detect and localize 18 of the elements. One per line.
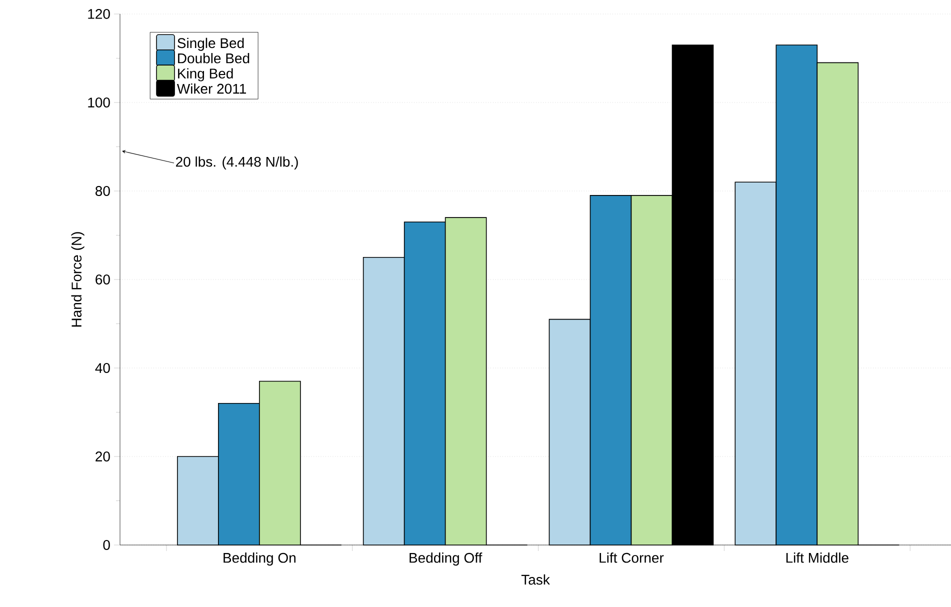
legend-label: Wiker 2011 [176, 83, 246, 94]
legend-label: Double Bed [178, 53, 250, 64]
x-axis-title: Task [521, 574, 550, 585]
y-tick-label: 60 [96, 274, 110, 284]
x-tick-label: Bedding Off [410, 552, 482, 566]
y-tick-label: 0 [103, 540, 110, 550]
x-tick-label: Lift Middle [786, 552, 848, 563]
y-tick-label: 20 [96, 452, 110, 462]
legend-label: Single Bed [178, 38, 244, 51]
x-tick-label: Lift Corner [600, 552, 664, 563]
y-tick-label: 100 [88, 98, 110, 108]
y-tick-label: 80 [96, 186, 110, 196]
y-axis-title: Hand Force (N) [71, 232, 84, 327]
y-tick-label: 120 [88, 9, 110, 19]
legend-label: King Bed [178, 68, 233, 82]
y-tick-label: 40 [95, 363, 110, 373]
annotation: 20 lbs. (4.448 N/lb.) [176, 156, 298, 170]
x-tick-label: Bedding On [224, 552, 296, 566]
